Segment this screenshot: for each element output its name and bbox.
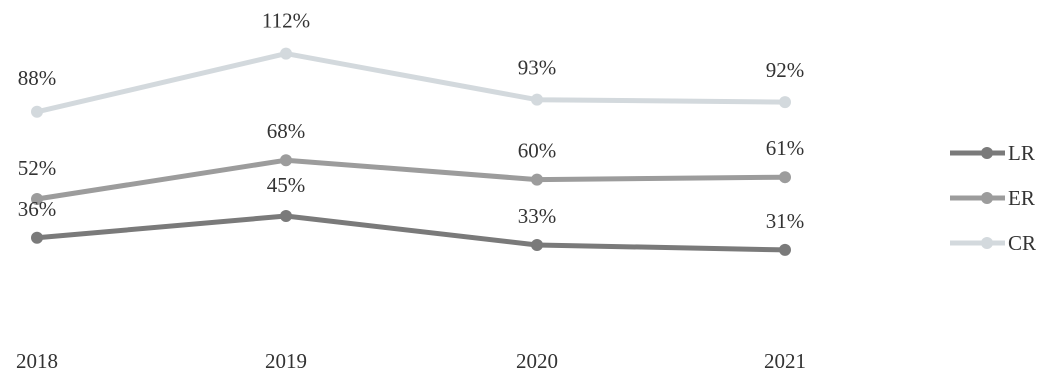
- data-label-er-2019: 68%: [267, 119, 306, 143]
- legend-swatch-marker-er: [981, 192, 993, 204]
- data-point-lr-2021: [779, 243, 791, 256]
- series-layer: [31, 47, 791, 256]
- data-label-lr-2019: 45%: [267, 173, 306, 197]
- legend-swatch-marker-cr: [981, 237, 993, 249]
- data-label-er-2018: 52%: [18, 156, 57, 180]
- data-label-lr-2018: 36%: [18, 197, 57, 221]
- data-point-cr-2018: [31, 105, 43, 118]
- data-label-er-2020: 60%: [518, 139, 557, 163]
- data-label-cr-2019: 112%: [262, 9, 310, 33]
- data-point-cr-2019: [280, 47, 292, 60]
- data-label-lr-2021: 31%: [766, 209, 805, 233]
- data-point-er-2021: [779, 171, 791, 184]
- legend-label-cr: CR: [1008, 231, 1036, 255]
- data-label-layer: 36% 45% 33% 31% 52% 68% 60% 61% 88% 112% 93% 92%: [18, 9, 805, 233]
- series-line-er: [34, 157, 788, 202]
- series-line-cr: [34, 51, 788, 115]
- data-point-cr-2020: [531, 93, 543, 106]
- data-label-lr-2020: 33%: [518, 204, 557, 228]
- x-tick-label-2020: 2020: [516, 349, 558, 373]
- legend-swatch-marker-lr: [981, 147, 993, 159]
- data-label-cr-2018: 88%: [18, 66, 57, 90]
- data-label-cr-2020: 93%: [518, 56, 557, 80]
- data-point-cr-2021: [779, 96, 791, 109]
- data-point-er-2018: [31, 193, 43, 205]
- data-label-cr-2021: 92%: [766, 58, 805, 82]
- data-point-lr-2019: [280, 209, 292, 222]
- data-point-lr-2018: [31, 231, 43, 244]
- data-point-er-2019: [280, 154, 292, 167]
- data-point-lr-2020: [531, 239, 543, 252]
- series-line-lr: [34, 213, 788, 253]
- x-tick-label-2019: 2019: [265, 349, 307, 373]
- legend: LR ER CR: [950, 141, 1036, 255]
- x-tick-label-2021: 2021: [764, 349, 806, 373]
- legend-label-lr: LR: [1008, 141, 1035, 165]
- x-tick-label-2018: 2018: [16, 349, 58, 373]
- legend-label-er: ER: [1008, 186, 1035, 210]
- x-axis-tick-labels: 2018 2019 2020 2021: [16, 349, 806, 373]
- data-point-er-2020: [531, 173, 543, 186]
- data-label-er-2021: 61%: [766, 136, 805, 160]
